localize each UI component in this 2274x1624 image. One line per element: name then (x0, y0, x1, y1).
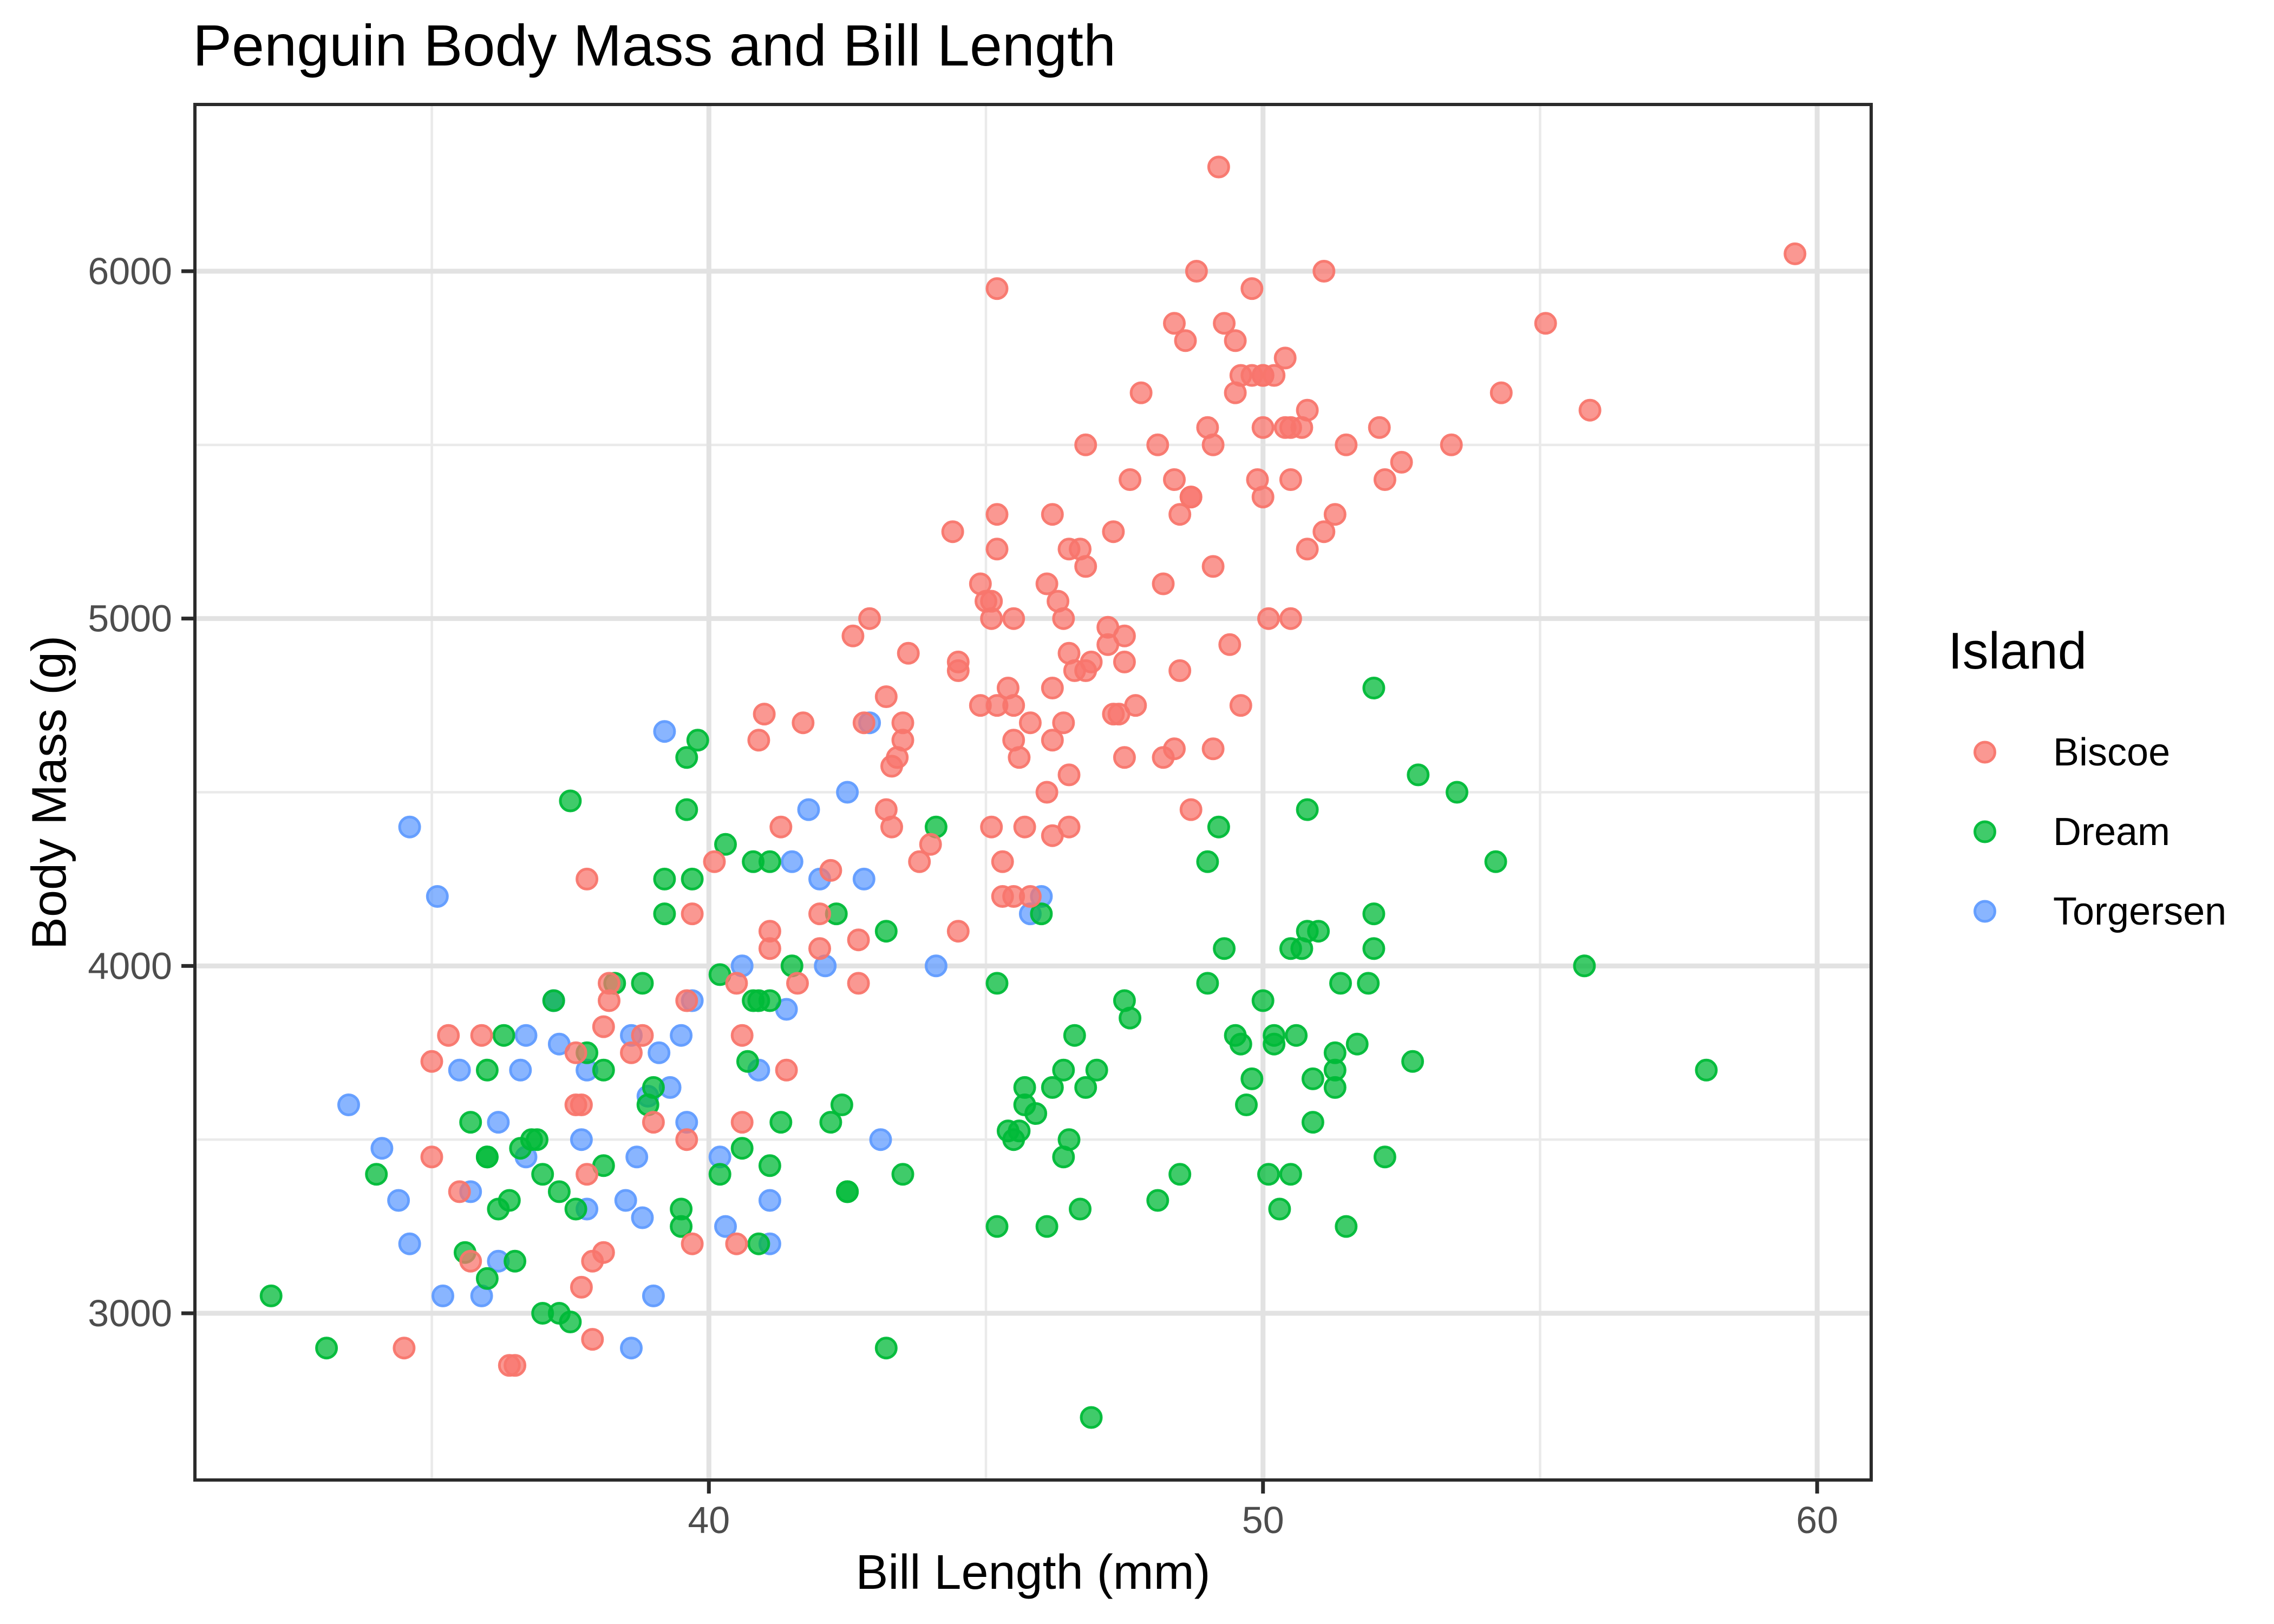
y-axis-title: Body Mass (g) (22, 635, 77, 950)
svg-text:4000: 4000 (88, 945, 172, 987)
legend: Island Biscoe Dream Torgersen (1948, 621, 2226, 951)
legend-item-torgersen: Torgersen (1948, 872, 2226, 951)
legend-label-dream: Dream (2053, 810, 2171, 854)
x-axis-title: Bill Length (mm) (855, 1546, 1211, 1600)
plot-title: Penguin Body Mass and Bill Length (193, 12, 1116, 78)
legend-item-dream: Dream (1948, 792, 2226, 872)
svg-text:50: 50 (1242, 1499, 1284, 1541)
legend-label-torgersen: Torgersen (2053, 889, 2227, 933)
svg-text:40: 40 (688, 1499, 730, 1541)
legend-label-biscoe: Biscoe (2053, 730, 2171, 774)
svg-text:60: 60 (1796, 1499, 1838, 1541)
legend-key-torgersen-dot (1974, 900, 1996, 923)
legend-item-biscoe: Biscoe (1948, 712, 2226, 792)
svg-text:3000: 3000 (88, 1292, 172, 1334)
legend-key-dream-dot (1974, 820, 1996, 843)
legend-title: Island (1948, 622, 2087, 680)
svg-text:5000: 5000 (88, 598, 172, 640)
legend-key-biscoe-dot (1974, 741, 1996, 764)
svg-text:6000: 6000 (88, 250, 172, 292)
